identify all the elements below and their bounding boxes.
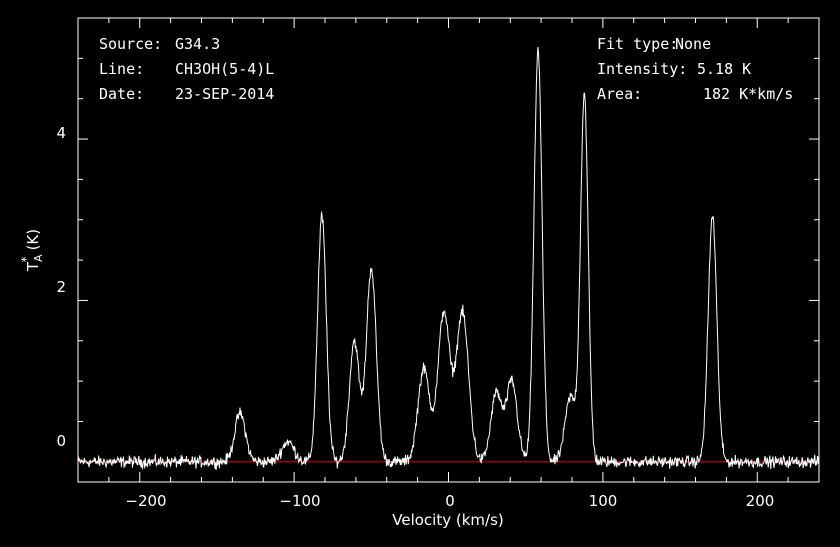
intensity-label: Intensity: xyxy=(597,60,688,78)
xtick-label: −200 xyxy=(125,492,166,510)
svg-text:TA*(K): TA* (K) xyxy=(19,229,45,272)
y-axis-superscript: * xyxy=(19,256,33,262)
ytick-label: 2 xyxy=(56,278,66,296)
xtick-label: 0 xyxy=(445,492,455,510)
source-label: Source: xyxy=(99,35,163,53)
y-axis-label: TA* (K) xyxy=(19,229,45,272)
y-axis-unit: (K) xyxy=(24,229,42,251)
xtick-label: 100 xyxy=(589,492,618,510)
area-value: 182 K*km/s xyxy=(703,85,794,103)
axis-ticks xyxy=(77,17,820,482)
source-value: G34.3 xyxy=(175,35,221,53)
line-label: Line: xyxy=(99,60,145,78)
date-value: 23-SEP-2014 xyxy=(175,85,275,103)
ytick-label: 0 xyxy=(56,432,66,450)
date-label: Date: xyxy=(99,85,145,103)
xtick-label: −100 xyxy=(279,492,320,510)
y-axis-symbol: T xyxy=(24,261,42,272)
line-value: CH3OH(5-4)L xyxy=(175,60,275,78)
area-label: Area: xyxy=(597,85,643,103)
spectrum-line xyxy=(77,46,820,471)
x-axis-label: Velocity (km/s) xyxy=(392,511,503,529)
intensity-value: 5.18 K xyxy=(697,60,752,78)
xtick-label: 200 xyxy=(746,492,775,510)
fit-type-label: Fit type: xyxy=(597,35,679,53)
fit-type-value: None xyxy=(675,35,712,53)
ytick-label: 4 xyxy=(56,124,66,142)
y-axis-subscript: A xyxy=(32,254,45,262)
